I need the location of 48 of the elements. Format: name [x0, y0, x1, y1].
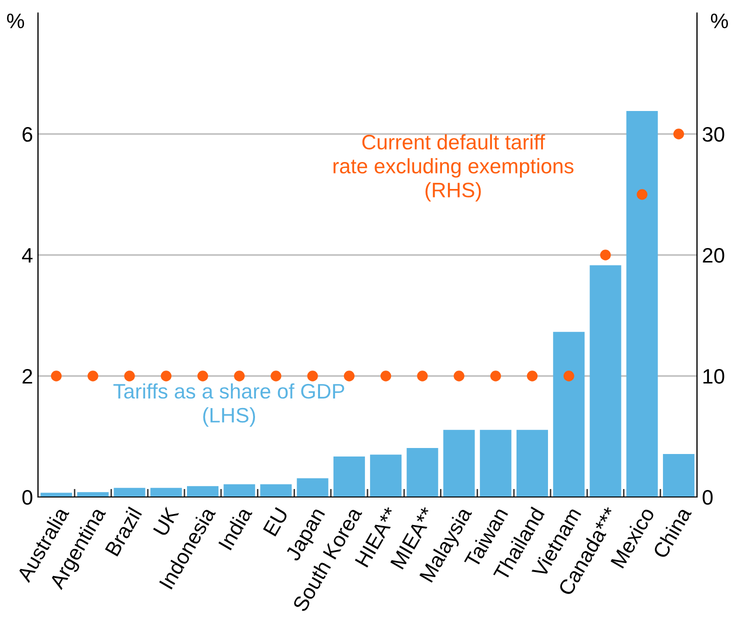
bar [662, 454, 694, 497]
point [490, 370, 501, 382]
point [124, 370, 135, 382]
y-tick-label: 0 [22, 490, 32, 505]
x-tick-label: EU [263, 507, 288, 537]
y-tick-label: 2 [22, 369, 32, 384]
bar [114, 488, 146, 497]
point [636, 189, 648, 200]
point [600, 250, 611, 260]
point [88, 370, 98, 382]
bar [516, 430, 548, 497]
y2-tick-label: 20 [702, 248, 724, 263]
point [526, 370, 538, 382]
bar [480, 430, 512, 497]
bar [77, 492, 109, 497]
bar [406, 448, 438, 497]
point [160, 370, 172, 382]
bar [150, 488, 182, 497]
y-tick-label: 4 [22, 248, 33, 263]
point [380, 370, 392, 382]
point [344, 370, 355, 382]
bar [224, 484, 256, 497]
bar [443, 430, 475, 497]
bar [590, 265, 622, 497]
bar [553, 332, 585, 497]
y-axis-title: % [7, 14, 24, 28]
y2-axis-title: % [710, 14, 728, 28]
bar [370, 454, 402, 497]
point [234, 370, 245, 382]
annotation: Current default tariff rate excluding exemptions (RHS) [334, 134, 574, 202]
bar [333, 456, 365, 497]
point [270, 370, 282, 382]
point [417, 370, 428, 382]
point [454, 370, 464, 382]
y2-tick-label: 30 [702, 127, 724, 142]
point [673, 128, 684, 140]
point [564, 370, 574, 382]
bar [296, 478, 328, 497]
point [50, 370, 62, 382]
point [197, 370, 208, 382]
annotation: Tariffs as a share of GDP (LHS) [113, 383, 344, 427]
y-tick-label: 6 [22, 127, 32, 142]
y2-tick-label: 10 [703, 369, 724, 384]
bar [260, 484, 292, 497]
bar [626, 111, 658, 497]
point [307, 370, 318, 382]
bar [187, 486, 218, 497]
y2-tick-label: 0 [702, 490, 713, 505]
